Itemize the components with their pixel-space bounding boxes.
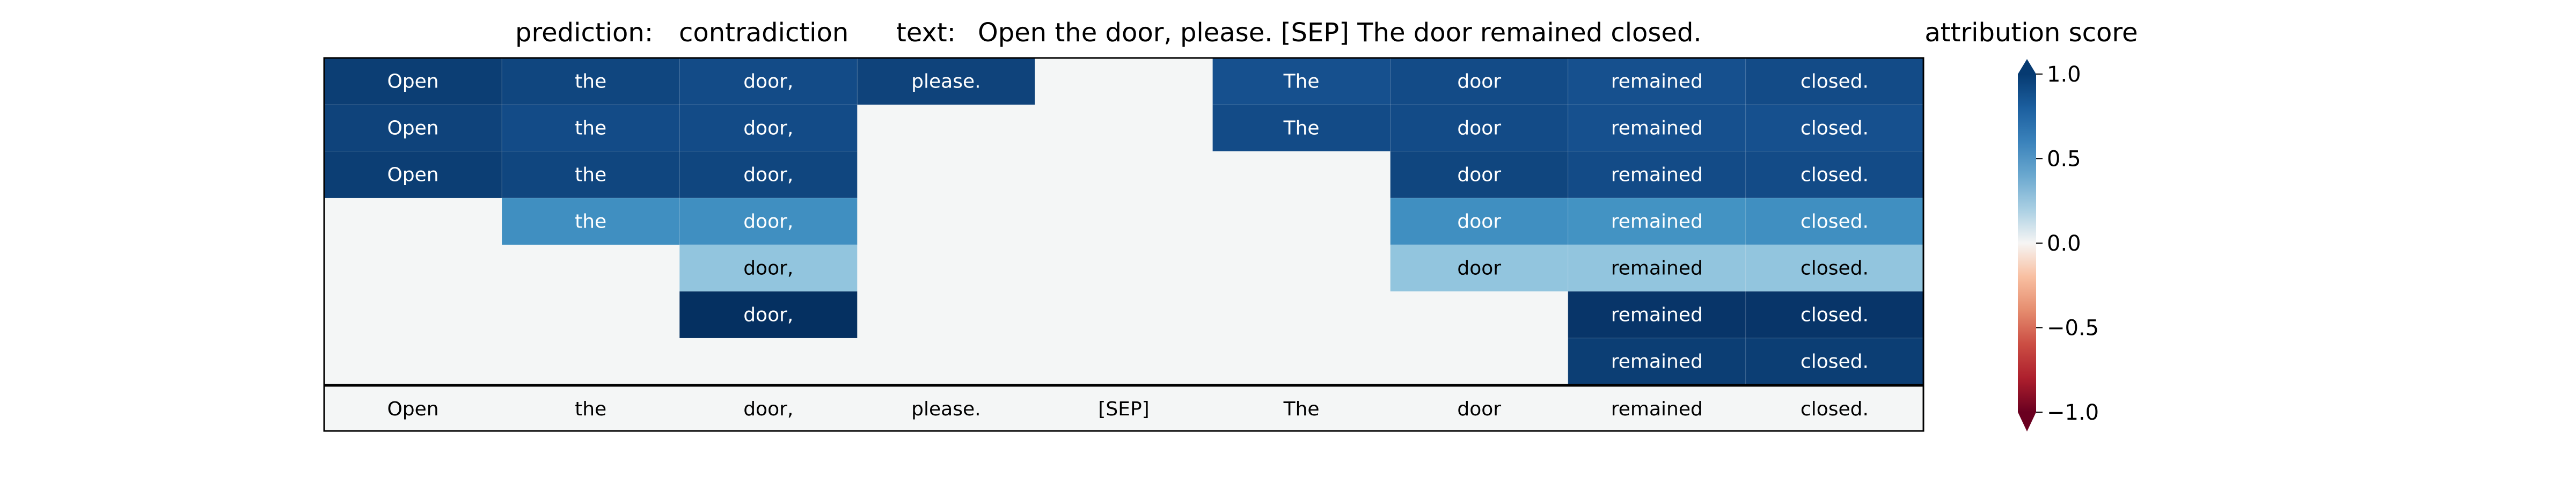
heatmap-cell-label: The: [1283, 118, 1320, 140]
heatmap-cell-label: The: [1283, 71, 1320, 93]
colorbar-tick-label: −1.0: [2047, 400, 2099, 425]
token-row: Open the door, please. [SEP] The door remained c…: [323, 385, 1924, 432]
heatmap-cell-label: door: [1457, 164, 1501, 186]
heatmap-cell-label: door,: [743, 258, 793, 280]
colorbar-tick-label: −0.5: [2047, 316, 2099, 341]
heatmap-cell-label: please.: [911, 71, 980, 93]
heatmap-cell: [1745, 291, 1924, 339]
heatmap-cell: [679, 244, 858, 292]
heatmap-cell: [501, 104, 680, 152]
heatmap-cell-label: remained: [1611, 351, 1703, 373]
token-row-frame: [323, 385, 1924, 432]
heatmap-cell-label: the: [575, 164, 606, 186]
colorbar-bottom-extension: [2018, 412, 2036, 431]
heatmap-cell-label: closed.: [1801, 304, 1869, 326]
token-label: door: [1457, 398, 1501, 420]
heatmap-cell: [1745, 338, 1924, 385]
heatmap-cell-label: closed.: [1801, 164, 1869, 186]
heatmap-cell: [1568, 57, 1746, 105]
heatmap-cell: [324, 57, 502, 105]
heatmap: Open the door, please. The door remained closed…: [323, 57, 1924, 386]
token-label: please.: [911, 398, 980, 420]
heatmap-cell-label: remained: [1611, 304, 1703, 326]
prediction-value: contradiction: [679, 18, 848, 48]
heatmap-cell: [1745, 151, 1924, 199]
heatmap-cell-label: closed.: [1801, 211, 1869, 233]
token-label: [SEP]: [1098, 398, 1149, 420]
text-value: Open the door, please. [SEP] The door re…: [978, 18, 1702, 48]
heatmap-cell-label: closed.: [1801, 118, 1869, 140]
colorbar-top-extension: [2018, 59, 2036, 74]
heatmap-cell-label: remained: [1611, 258, 1703, 280]
heatmap-cell: [679, 151, 858, 199]
heatmap-cell: [1390, 151, 1569, 199]
heatmap-cell-label: door: [1457, 211, 1501, 233]
colorbar: [2018, 74, 2036, 412]
heatmap-cell-label: the: [575, 71, 606, 93]
token-label: door,: [743, 398, 793, 420]
heatmap-cell-label: Open: [387, 71, 438, 93]
heatmap-cell: [679, 291, 858, 339]
heatmap-cell-label: remained: [1611, 118, 1703, 140]
token-label: Open: [387, 398, 438, 420]
colorbar-tick-label: 0.5: [2047, 147, 2081, 172]
heatmap-cell-label: door: [1457, 71, 1501, 93]
token-label: The: [1283, 398, 1320, 420]
heatmap-cell: [1568, 197, 1746, 245]
heatmap-cell-label: remained: [1611, 71, 1703, 93]
heatmap-cell: [1568, 104, 1746, 152]
heatmap-cell-label: closed.: [1801, 71, 1869, 93]
heatmap-cell: [1745, 244, 1924, 292]
token-label: remained: [1611, 398, 1703, 420]
heatmap-cell: [501, 151, 680, 199]
colorbar-tick-label: 0.0: [2047, 231, 2081, 256]
heatmap-cell-label: door,: [743, 118, 793, 140]
heatmap-cell: [857, 57, 1035, 105]
heatmap-cell-label: remained: [1611, 211, 1703, 233]
heatmap-cell: [1390, 104, 1569, 152]
token-label: the: [575, 398, 606, 420]
heatmap-cell: [501, 197, 680, 245]
heatmap-cell: [1745, 197, 1924, 245]
heatmap-cell-label: door,: [743, 211, 793, 233]
heatmap-cell: [679, 57, 858, 105]
heatmap-cell: [1212, 104, 1391, 152]
heatmap-cell-label: door: [1457, 258, 1501, 280]
heatmap-cell-label: Open: [387, 164, 438, 186]
heatmap-cell-label: closed.: [1801, 351, 1869, 373]
text-label: text:: [896, 18, 956, 48]
heatmap-cell-label: door,: [743, 164, 793, 186]
heatmap-cell-label: door,: [743, 71, 793, 93]
heatmap-cell: [324, 151, 502, 199]
heatmap-cell: [1568, 338, 1746, 385]
heatmap-cell: [1568, 244, 1746, 292]
colorbar-ticks: 1.0 0.5 0.0 −0.5 −1.0: [2036, 62, 2099, 425]
heatmap-cell-label: door: [1457, 118, 1501, 140]
token-label: closed.: [1801, 398, 1869, 420]
heatmap-cell-label: the: [575, 211, 606, 233]
colorbar-title: attribution score: [1924, 18, 2138, 48]
heatmap-frame: [323, 57, 1924, 386]
colorbar-tick-label: 1.0: [2047, 62, 2081, 87]
heatmap-cell-label: closed.: [1801, 258, 1869, 280]
heatmap-cell: [679, 197, 858, 245]
prediction-label: prediction:: [515, 18, 653, 48]
heatmap-cell-label: remained: [1611, 164, 1703, 186]
heatmap-cell-label: door,: [743, 304, 793, 326]
heatmap-cell-label: the: [575, 118, 606, 140]
heatmap-cell: [1745, 57, 1924, 105]
heatmap-cell: [1390, 197, 1569, 245]
heatmap-cell-label: Open: [387, 118, 438, 140]
heatmap-cell: [1745, 104, 1924, 152]
heatmap-cell: [1568, 151, 1746, 199]
